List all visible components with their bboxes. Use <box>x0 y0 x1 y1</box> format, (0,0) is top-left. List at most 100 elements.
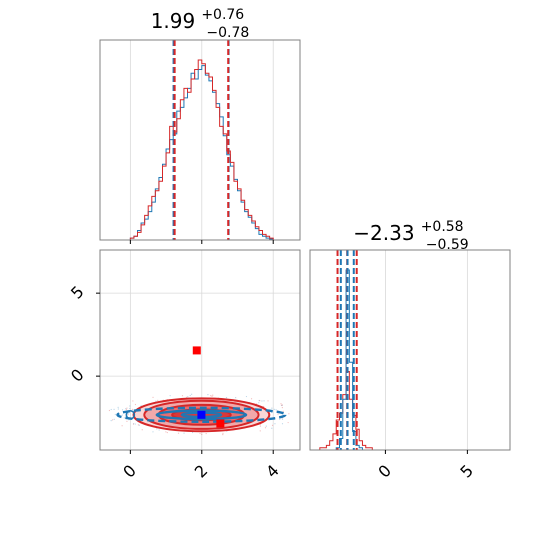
joint-sample-point <box>282 410 284 413</box>
joint-sample-point <box>152 431 154 433</box>
joint-sample-point <box>113 418 115 421</box>
joint-sample-point <box>259 430 261 432</box>
joint-sample-point <box>191 431 194 434</box>
joint-sample-point <box>235 396 237 399</box>
joint-sample-point <box>114 413 116 416</box>
joint-sample-point <box>287 421 289 424</box>
joint-sample-point <box>183 432 185 434</box>
joint-marker-a-0 <box>197 410 206 419</box>
joint-contour-a-1 <box>155 409 248 421</box>
joint-sample-point <box>288 413 290 415</box>
p2-hist-frame <box>309 249 511 451</box>
joint-sample-point <box>158 429 160 431</box>
joint-sample-point <box>187 396 189 398</box>
joint-sample-point <box>274 423 276 425</box>
joint-sample-point <box>110 420 112 422</box>
joint-sample-point <box>117 406 119 408</box>
joint-sample-point <box>271 424 274 426</box>
joint-sample-point <box>125 407 127 410</box>
joint-sample-point <box>110 408 112 411</box>
joint-sample-point <box>121 425 123 427</box>
joint-sample-point <box>199 432 201 435</box>
joint-sample-point <box>280 403 282 405</box>
joint-sample-point <box>261 400 263 402</box>
joint-sample-point <box>258 402 260 404</box>
joint-sample-point <box>263 400 265 402</box>
joint-sample-point <box>132 423 135 425</box>
joint-frame <box>99 249 301 451</box>
joint-sample-point <box>265 425 267 427</box>
joint-sample-point <box>259 425 262 427</box>
joint-sample-point <box>152 396 154 398</box>
joint-sample-point <box>281 407 283 409</box>
joint-sample-point <box>245 395 248 398</box>
joint-sample-point <box>177 432 180 434</box>
joint-sample-point <box>263 405 265 408</box>
parameter-1-title: 1.99 +0.76 −0.78 <box>151 4 250 41</box>
parameter-1-histogram-panel <box>99 39 301 244</box>
joint-sample-point <box>129 407 131 410</box>
joint-sample-point <box>189 394 191 397</box>
joint-sample-point <box>126 407 128 409</box>
joint-sample-point <box>259 424 261 426</box>
joint-sample-point <box>113 408 115 410</box>
joint-sample-point <box>281 404 283 407</box>
joint-sample-point <box>166 431 168 434</box>
joint-sample-point <box>258 399 260 402</box>
joint-sample-point <box>277 413 279 415</box>
joint-plot-area <box>108 346 290 436</box>
joint-sample-point <box>210 394 212 397</box>
joint-sample-point <box>111 419 114 421</box>
joint-sample-point <box>127 412 129 414</box>
joint-sample-point <box>225 397 228 399</box>
joint-sample-point <box>134 423 136 425</box>
joint-sample-point <box>121 409 124 411</box>
joint-sample-point <box>207 394 209 396</box>
joint-sample-point <box>181 395 184 397</box>
joint-sample-point <box>129 405 131 407</box>
p1-hist-series-a <box>129 65 274 240</box>
joint-sample-point <box>132 400 134 402</box>
joint-sample-point <box>141 429 143 431</box>
joint-sample-point <box>267 400 269 402</box>
joint-sample-point <box>222 434 224 436</box>
joint-sample-point <box>165 431 167 433</box>
joint-sample-point <box>134 403 137 406</box>
joint-sample-point <box>133 423 135 425</box>
p1-hist-series-b <box>129 59 274 240</box>
joint-sample-point <box>137 424 139 426</box>
joint-sample-point <box>259 400 261 402</box>
joint-contour-a-0 <box>116 406 287 423</box>
joint-sample-point <box>275 409 277 411</box>
joint-sample-point <box>138 424 140 426</box>
joint-sample-point <box>271 427 273 429</box>
joint-sample-point <box>108 409 111 412</box>
joint-sample-point <box>131 408 134 410</box>
joint-sample-point <box>191 393 193 395</box>
joint-sample-point <box>281 404 283 406</box>
joint-sample-point <box>121 414 124 416</box>
joint-sample-point <box>127 414 129 416</box>
joint-sample-point <box>212 394 214 396</box>
joint-sample-point <box>279 418 281 420</box>
joint-sample-point <box>281 418 284 420</box>
joint-sample-point <box>123 417 125 419</box>
joint-sample-point <box>205 432 207 435</box>
joint-sample-point <box>222 432 224 434</box>
joint-contour-a-tail <box>125 410 136 420</box>
joint-sample-point <box>156 428 158 430</box>
joint-sample-point <box>264 427 267 429</box>
joint-sample-point <box>117 408 119 410</box>
joint-sample-point <box>126 420 128 423</box>
joint-sample-point <box>280 404 283 406</box>
joint-sample-point <box>155 400 157 402</box>
joint-marker-b-1 <box>216 419 225 428</box>
joint-sample-point <box>271 407 273 409</box>
p2-hist-series-b <box>313 371 389 451</box>
parameter-2-title: −2.33 +0.58 −0.59 <box>353 216 468 253</box>
joint-sample-point <box>273 408 275 410</box>
joint-sample-point <box>169 395 171 397</box>
